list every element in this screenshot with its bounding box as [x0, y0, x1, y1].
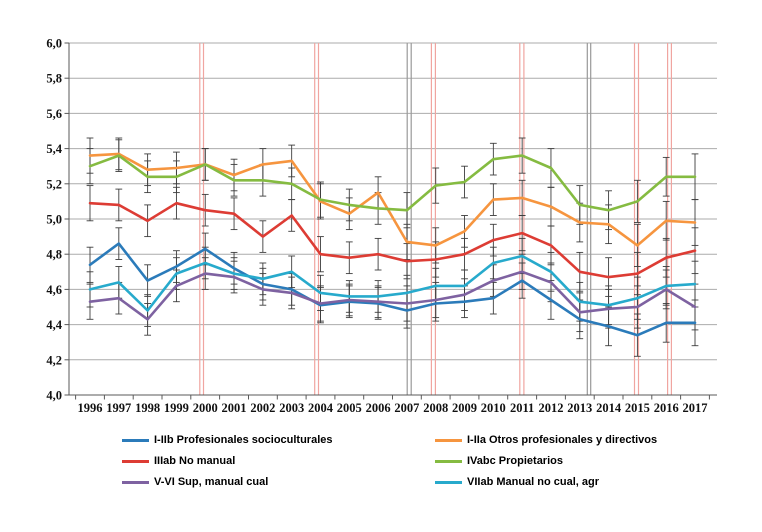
y-axis-label: 5,6: [46, 107, 62, 121]
series-line: [88, 270, 697, 321]
x-axis-label: 1999: [164, 401, 189, 415]
series-line: [88, 152, 697, 247]
series-line: [88, 254, 697, 312]
y-axis-label: 4,0: [46, 389, 62, 403]
x-axis-label: 2002: [250, 401, 275, 415]
x-axis-label: 2011: [510, 401, 534, 415]
series-line: [88, 201, 697, 279]
y-axis-label: 4,8: [46, 248, 62, 262]
x-axis-label: 2013: [567, 401, 592, 415]
legend-swatch-icon: [435, 459, 462, 463]
x-axis-label: 1998: [135, 401, 160, 415]
legend-swatch-icon: [122, 438, 149, 442]
legend-item-sup-manual-cual: V-VI Sup, manual cual: [122, 475, 268, 489]
y-axis-label: 5,4: [46, 142, 62, 156]
y-axis-label: 4,4: [46, 318, 62, 332]
y-axis-label: 5,0: [46, 213, 62, 227]
legend-swatch-icon: [435, 438, 462, 442]
legend-item-manual-no-cual-agr: VIIab Manual no cual, agr: [435, 475, 599, 489]
x-axis-label: 2000: [193, 401, 218, 415]
legend-label: IIIab No manual: [154, 455, 236, 467]
y-axis-label: 4,2: [46, 353, 62, 367]
y-axis-label: 4,6: [46, 283, 62, 297]
x-axis-label: 2001: [222, 401, 247, 415]
legend-label: I-IIa Otros profesionales y directivos: [467, 434, 658, 446]
series-line: [88, 242, 697, 337]
x-axis-label: 2014: [596, 401, 622, 415]
x-axis-label: 2007: [394, 401, 419, 415]
legend-label: I-IIb Profesionales socioculturales: [154, 434, 333, 446]
legend-item-no-manual: IIIab No manual: [122, 454, 235, 468]
legend-item-profesionales-socioculturales: I-IIb Profesionales socioculturales: [122, 433, 333, 447]
x-axis-label: 1997: [106, 401, 131, 415]
x-axis-label: 2008: [423, 401, 448, 415]
legend-label: IVabc Propietarios: [467, 455, 563, 467]
series-line: [88, 154, 697, 212]
legend-item-propietarios: IVabc Propietarios: [435, 454, 563, 468]
legend-item-otros-profesionales-directivos: I-IIa Otros profesionales y directivos: [435, 433, 657, 447]
x-axis-label: 2015: [625, 401, 650, 415]
legend-label: VIIab Manual no cual, agr: [467, 476, 600, 488]
x-axis-label: 2003: [279, 401, 304, 415]
y-axis-label: 6,0: [46, 37, 62, 51]
x-axis-label: 2012: [539, 401, 564, 415]
x-axis-label: 2010: [481, 401, 506, 415]
x-axis-label: 2005: [337, 401, 362, 415]
y-axis-label: 5,2: [46, 177, 62, 191]
legend-swatch-icon: [435, 480, 462, 484]
legend-label: V-VI Sup, manual cual: [154, 476, 269, 488]
x-axis-label: 2017: [683, 401, 708, 415]
x-axis-label: 2016: [654, 401, 679, 415]
x-axis-label: 2009: [452, 401, 477, 415]
x-axis-label: 2004: [308, 401, 334, 415]
y-axis-label: 5,8: [46, 72, 62, 86]
x-axis-label: 1996: [78, 401, 103, 415]
legend-swatch-icon: [122, 459, 149, 463]
x-axis-label: 2006: [366, 401, 391, 415]
legend-swatch-icon: [122, 480, 149, 484]
